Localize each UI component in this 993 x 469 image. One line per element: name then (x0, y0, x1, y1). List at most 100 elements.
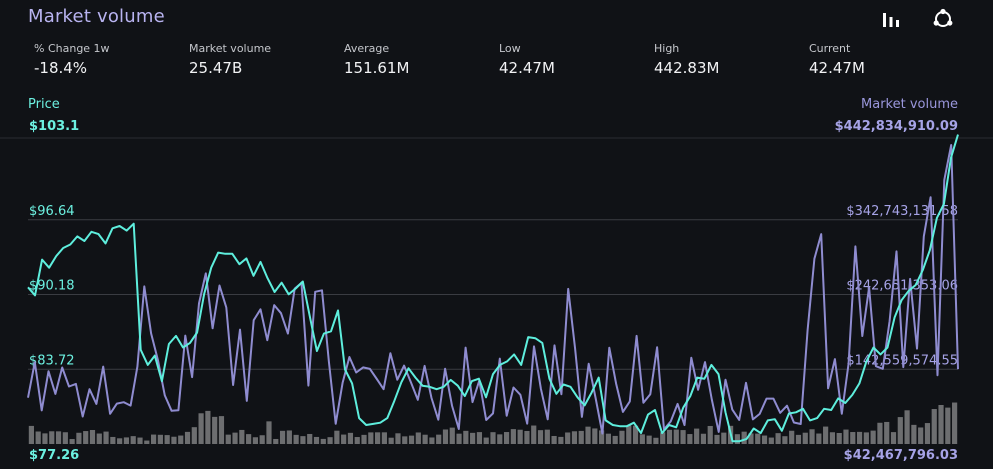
volume-bar (239, 429, 245, 444)
volume-bar (198, 413, 204, 444)
volume-bar (646, 435, 652, 444)
volume-bar (368, 432, 374, 444)
volume-bar (137, 437, 143, 444)
volume-bar (666, 429, 673, 444)
left-tick-label: $103.1 (29, 119, 79, 134)
volume-bar (293, 434, 299, 444)
stat-market-volume: Market volume 25.47B (189, 42, 271, 77)
volume-bar (130, 436, 136, 444)
volume-bar (184, 431, 191, 444)
volume-bar (571, 431, 578, 444)
volume-bar (205, 410, 211, 444)
volume-bar (809, 429, 815, 444)
volume-bar (904, 410, 910, 444)
stat-high: High 442.83M (654, 42, 719, 77)
volume-bar (870, 430, 876, 444)
stat-value: 42.47M (809, 59, 865, 77)
volume-bar (789, 430, 795, 444)
volume-bar (551, 435, 557, 444)
volume-bar (707, 425, 713, 444)
volume-bar (558, 436, 564, 444)
volume-bar (76, 432, 82, 444)
volume-bar (123, 437, 130, 444)
volume-bar (408, 435, 415, 444)
stat-label: High (654, 42, 680, 55)
volume-bar (252, 437, 259, 444)
volume-bar (653, 437, 659, 444)
volume-bar (69, 439, 75, 444)
volume-bar (212, 416, 218, 444)
stats-row: % Change 1w -18.4% Market volume 25.47B … (0, 42, 993, 82)
left-tick-label: $77.26 (29, 448, 79, 463)
volume-bar (402, 436, 408, 444)
stat-average: Average 151.61M (344, 42, 409, 77)
stat-low: Low 42.47M (499, 42, 555, 77)
volume-bar (483, 437, 489, 444)
volume-bar (191, 427, 197, 444)
volume-bar (381, 432, 387, 444)
left-axis-title: Price (28, 97, 60, 112)
volume-bar (28, 425, 34, 444)
volume-bar (490, 432, 496, 444)
volume-bar (911, 424, 917, 444)
volume-bar (273, 438, 279, 444)
volume-bar (375, 432, 381, 444)
right-axis-title: Market volume (861, 97, 958, 112)
volume-bar (605, 433, 611, 444)
volume-bar (42, 433, 48, 444)
stat-label: Market volume (189, 42, 272, 55)
volume-bar (218, 416, 225, 444)
volume-bar (829, 432, 836, 444)
volume-bar (816, 433, 822, 444)
volume-bar (565, 432, 571, 444)
volume-line (27, 144, 959, 435)
volume-bar (544, 429, 550, 444)
volume-bar (680, 430, 686, 444)
volume-bar (117, 438, 123, 444)
left-tick-label: $83.72 (29, 353, 75, 368)
volume-bar (157, 434, 163, 444)
volume-bar (279, 430, 286, 444)
volume-bar (945, 407, 951, 444)
volume-bar (755, 433, 761, 444)
price-line (27, 134, 959, 443)
stat-value: -18.4% (34, 59, 88, 77)
volume-bar (761, 435, 768, 444)
stat-value: 42.47M (499, 59, 555, 77)
volume-bar (924, 423, 931, 444)
volume-bar (823, 426, 829, 444)
volume-bar (422, 434, 428, 444)
volume-bar (918, 427, 924, 444)
volume-bar (83, 431, 89, 444)
volume-bar (897, 417, 903, 444)
volume-bar (35, 431, 41, 444)
volume-bar (524, 430, 530, 444)
volume-bar (626, 425, 632, 444)
volume-bar (877, 422, 883, 444)
bar-chart-icon[interactable] (880, 8, 902, 30)
stat-current: Current 42.47M (809, 42, 865, 77)
volume-bar (62, 432, 68, 444)
share-icon[interactable] (932, 8, 954, 30)
volume-bar (592, 428, 598, 444)
volume-bar (843, 429, 849, 444)
volume-bar (721, 432, 727, 444)
left-tick-label: $96.64 (29, 204, 75, 219)
right-tick-label: $442,834,910.09 (835, 119, 958, 134)
volume-bar (144, 440, 150, 444)
volume-bar (415, 432, 421, 444)
volume-bar (503, 432, 510, 444)
volume-bar (768, 437, 774, 444)
volume-bar (884, 421, 890, 444)
volume-bar (347, 432, 354, 444)
volume-bar (178, 435, 184, 444)
volume-bar (103, 431, 109, 444)
volume-bar (952, 402, 958, 444)
volume-bar (619, 430, 625, 444)
stat-value: 151.61M (344, 59, 410, 77)
volume-bar (110, 436, 116, 444)
stat-label: Low (499, 42, 521, 55)
volume-bar (612, 435, 618, 444)
right-tick-label: $242,651,353.06 (846, 279, 958, 294)
volume-bar (714, 434, 720, 444)
